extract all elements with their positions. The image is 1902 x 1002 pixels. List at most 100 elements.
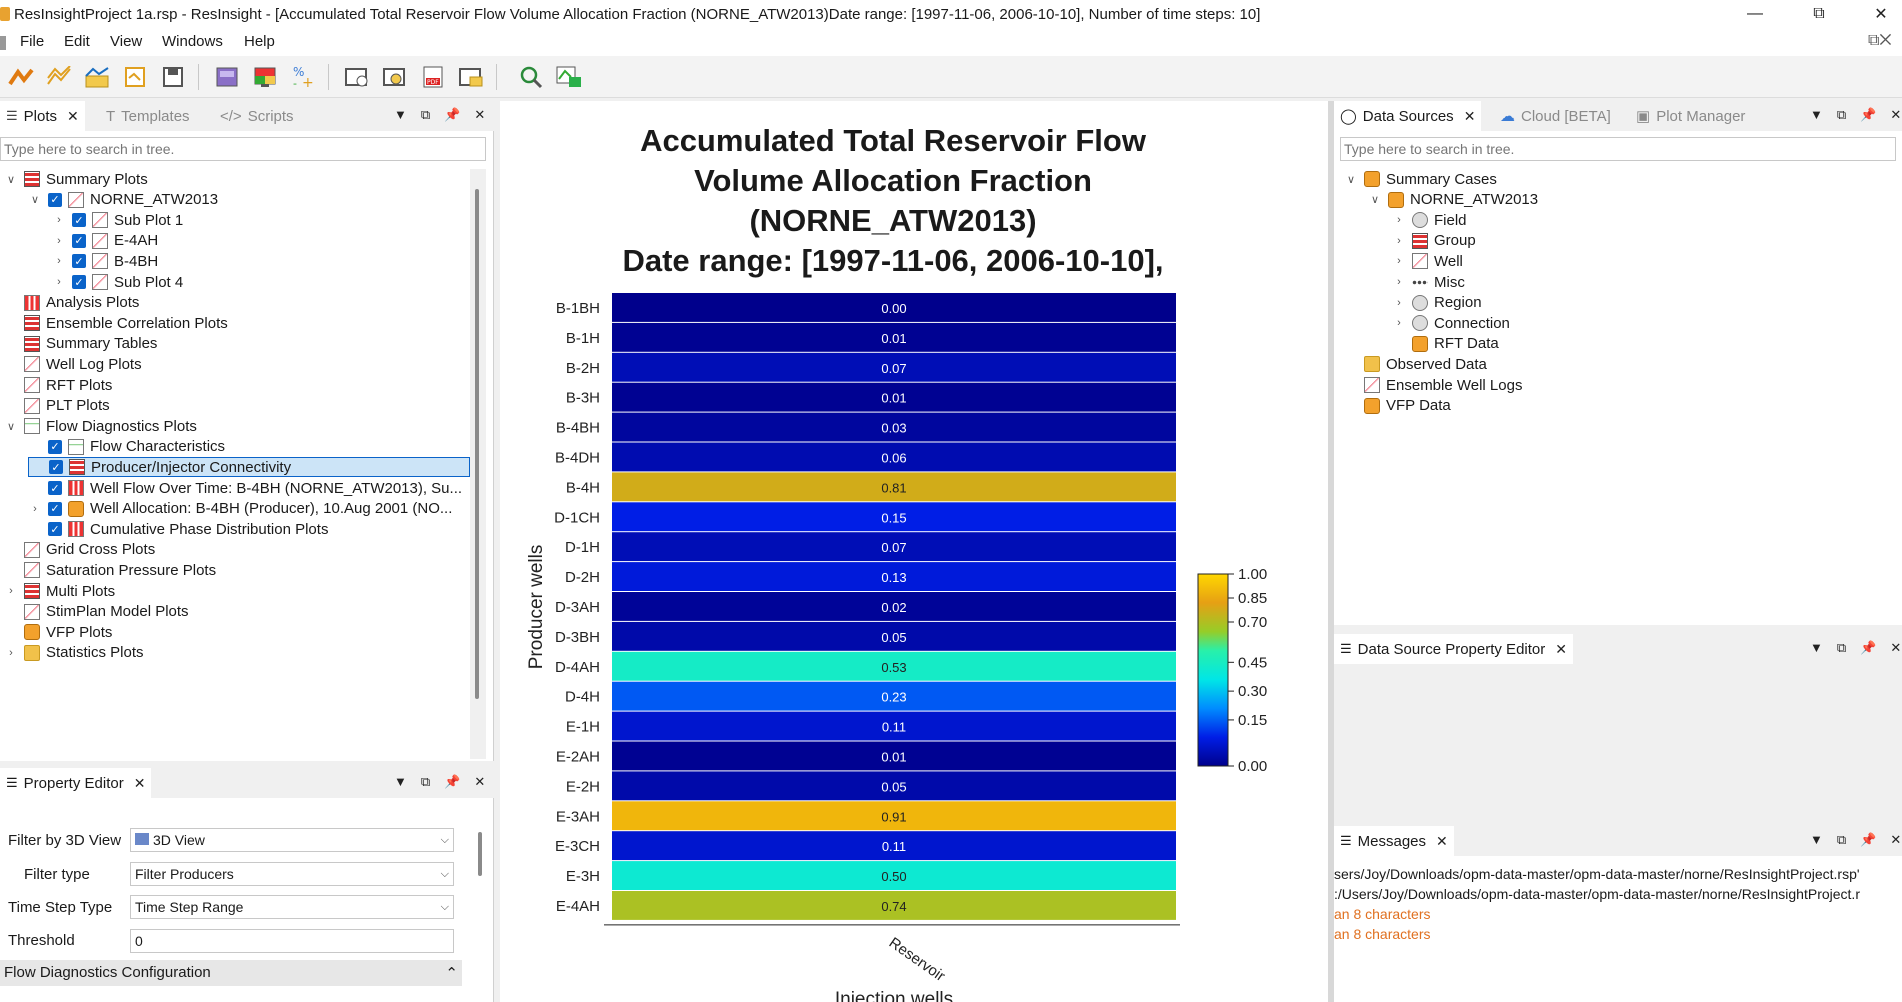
zoom-all-icon[interactable] — [516, 62, 546, 92]
close-icon[interactable]: ✕ — [1463, 107, 1476, 124]
close-icon[interactable]: ✕ — [67, 107, 79, 124]
chevron-right-icon[interactable]: › — [1397, 255, 1401, 268]
menu-file[interactable]: File — [20, 33, 45, 50]
close-icon[interactable]: ✕ — [474, 107, 486, 122]
left_panel-tree-item[interactable]: › ✓ Sub Plot 4 — [52, 272, 183, 292]
save-icon[interactable] — [158, 62, 188, 92]
restore-button[interactable]: ⧉ — [1813, 5, 1825, 22]
close-icon[interactable]: ✕ — [474, 774, 486, 789]
checkbox[interactable]: ✓ — [72, 213, 86, 228]
float-icon[interactable]: ⧉ — [1836, 640, 1847, 655]
float-icon[interactable]: ⧉ — [420, 107, 431, 122]
chevron-down-icon[interactable]: ∨ — [6, 173, 16, 186]
left_panel-tree-item[interactable]: VFP Plots — [4, 622, 112, 642]
left_panel-tree-item[interactable]: › ✓ Well Allocation: B-4BH (Producer), 10.… — [28, 499, 452, 519]
chevron-right-icon[interactable]: › — [57, 255, 61, 268]
pin-icon[interactable]: 📌 — [1860, 640, 1877, 655]
checkbox[interactable]: ✓ — [48, 192, 62, 207]
splitter[interactable] — [1328, 101, 1334, 1002]
left_panel-tree-item[interactable]: Grid Cross Plots — [4, 540, 155, 560]
tab-scripts[interactable]: </> Scripts — [214, 101, 300, 131]
chevron-down-icon[interactable]: ∨ — [30, 194, 40, 207]
right_panel-tree-item[interactable]: VFP Data — [1344, 396, 1451, 416]
right_panel-tree-item[interactable]: › Region — [1392, 293, 1481, 313]
right_panel-tree-item[interactable]: › Field — [1392, 210, 1466, 230]
left_panel-tree-item[interactable]: ∨ Flow Diagnostics Plots — [4, 416, 197, 436]
menu-windows[interactable]: Windows — [162, 33, 223, 50]
left_panel-tree-item[interactable]: Summary Tables — [4, 334, 157, 354]
pin-icon[interactable]: 📌 — [444, 107, 461, 122]
close-icon[interactable]: ✕ — [1890, 107, 1902, 122]
collapse-icon[interactable]: ⌃ — [445, 965, 458, 982]
right_panel-tree-item[interactable]: RFT Data — [1392, 334, 1499, 354]
scrollbar-thumb[interactable] — [475, 189, 479, 699]
close-icon[interactable]: ✕ — [1436, 832, 1448, 849]
pin-icon[interactable]: 📌 — [1860, 832, 1877, 847]
tab-data-source-property-editor[interactable]: ☰ Data Source Property Editor ✕ — [1334, 634, 1573, 664]
chevron-down-icon[interactable]: ▼ — [394, 774, 407, 789]
chevron-right-icon[interactable]: › — [57, 234, 61, 247]
chevron-down-icon[interactable]: ▼ — [394, 107, 407, 122]
chevron-down-icon[interactable]: ∨ — [6, 420, 16, 433]
chevron-right-icon[interactable]: › — [1397, 214, 1401, 227]
plots-search-input[interactable]: Type here to search in tree. — [0, 137, 486, 161]
chevron-right-icon[interactable]: › — [1397, 276, 1401, 288]
right_panel-tree-item[interactable]: › Misc — [1392, 272, 1465, 292]
left_panel-tree-item[interactable]: RFT Plots — [4, 375, 112, 395]
chevron-down-icon[interactable]: ▼ — [1810, 107, 1823, 122]
checkbox[interactable]: ✓ — [48, 481, 62, 495]
minimize-button[interactable]: — — [1747, 5, 1763, 22]
left_panel-tree-item[interactable]: ✓ Well Flow Over Time: B-4BH (NORNE_ATW20… — [28, 478, 462, 498]
right_panel-tree-item[interactable]: Ensemble Well Logs — [1344, 375, 1522, 395]
close-icon[interactable]: ✕ — [1890, 640, 1902, 655]
import-file-icon[interactable] — [120, 62, 150, 92]
tab-plots[interactable]: ☰ Plots ✕ — [0, 101, 85, 131]
close-icon[interactable]: ✕ — [133, 774, 146, 791]
chevron-right-icon[interactable]: › — [1397, 234, 1401, 247]
chevron-down-icon[interactable]: ∨ — [1370, 194, 1380, 207]
pin-icon[interactable]: 📌 — [1860, 107, 1877, 122]
snapshot-folder-icon[interactable] — [456, 62, 486, 92]
right_panel-tree-item[interactable]: ∨ NORNE_ATW2013 — [1368, 190, 1538, 210]
right_panel-tree-item[interactable]: › Well — [1392, 251, 1463, 271]
float-icon[interactable]: ⧉ — [1836, 832, 1847, 847]
menu-edit[interactable]: Edit — [64, 33, 90, 50]
tab-cloud[interactable]: ☁ Cloud [BETA] — [1494, 101, 1617, 131]
3d-view-icon[interactable] — [212, 62, 242, 92]
float-icon[interactable]: ⧉ — [420, 774, 431, 789]
right_panel-tree-item[interactable]: › Group — [1392, 231, 1476, 251]
checkbox[interactable]: ✓ — [49, 460, 63, 475]
data-sources-search-input[interactable]: Type here to search in tree. — [1340, 137, 1896, 161]
left_panel-tree-item[interactable]: › Statistics Plots — [4, 643, 143, 663]
chevron-down-icon[interactable]: ∨ — [1346, 173, 1356, 186]
right_panel-tree-item[interactable]: Observed Data — [1344, 354, 1487, 374]
threshold-input[interactable]: 0 — [130, 929, 454, 953]
filter-3d-view-combo[interactable]: 3D View ⌵ — [130, 828, 454, 852]
chevron-down-icon[interactable]: ▼ — [1810, 640, 1823, 655]
chevron-right-icon[interactable]: › — [1397, 296, 1401, 309]
tab-messages[interactable]: ☰ Messages ✕ — [1334, 826, 1454, 856]
import-summary-icon[interactable] — [44, 62, 74, 92]
grid-view-icon[interactable] — [250, 62, 280, 92]
checkbox[interactable]: ✓ — [72, 254, 86, 269]
filter-type-combo[interactable]: Filter Producers ⌵ — [130, 862, 454, 886]
tab-data-sources[interactable]: ◯ Data Sources ✕ — [1334, 101, 1482, 131]
time-step-type-combo[interactable]: Time Step Range ⌵ — [130, 895, 454, 919]
menu-view[interactable]: View — [110, 33, 143, 50]
left_panel-tree-item[interactable]: ✓ Cumulative Phase Distribution Plots — [28, 519, 328, 539]
checkbox[interactable]: ✓ — [48, 522, 62, 537]
flow-diagnostics-config-section[interactable]: Flow Diagnostics Configuration ⌃ — [0, 960, 462, 986]
property-scrollbar-thumb[interactable] — [478, 832, 482, 876]
export-pdf-icon[interactable]: PDF — [418, 62, 448, 92]
snapshot-all-icon[interactable] — [380, 62, 410, 92]
close-icon[interactable]: ✕ — [1555, 640, 1567, 657]
left_panel-tree-item[interactable]: ✓ Flow Characteristics — [28, 437, 225, 457]
right_panel-tree-item[interactable]: › Connection — [1392, 313, 1510, 333]
right_panel-tree-item[interactable]: ∨ Summary Cases — [1344, 169, 1497, 189]
left_panel-tree-item[interactable]: › ✓ E-4AH — [52, 231, 158, 251]
chevron-right-icon[interactable]: › — [33, 502, 37, 515]
chevron-right-icon[interactable]: › — [9, 585, 13, 597]
pin-icon[interactable]: 📌 — [444, 774, 461, 789]
close-button[interactable]: ✕ — [1874, 6, 1888, 23]
left_panel-tree-item[interactable]: Analysis Plots — [4, 293, 139, 313]
